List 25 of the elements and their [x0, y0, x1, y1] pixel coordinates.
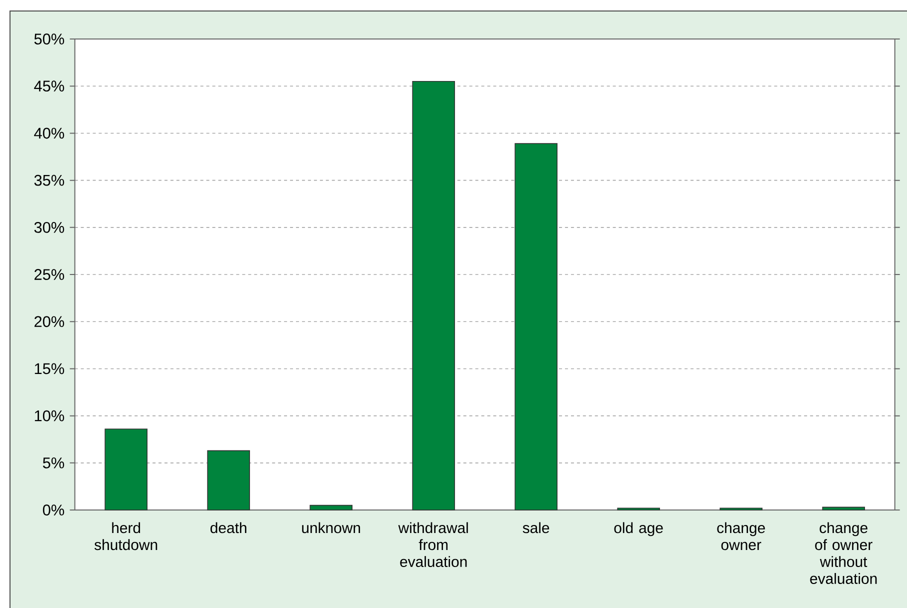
x-tick-label: withdrawal from evaluation — [398, 522, 468, 568]
y-tick-label: 0% — [42, 504, 64, 516]
bar — [412, 81, 455, 510]
bar — [822, 506, 865, 510]
y-tick-label: 10% — [34, 410, 64, 422]
x-tick-label: old age — [614, 522, 663, 536]
x-tick-label: change of owner without evaluation — [810, 522, 877, 584]
y-tick-label: 15% — [34, 363, 64, 374]
bar — [514, 143, 558, 510]
y-tick-label: 5% — [42, 457, 64, 468]
y-tick-label: 35% — [34, 174, 64, 186]
x-tick-label: change owner — [717, 522, 765, 550]
x-tick-label: unknown — [302, 522, 360, 534]
bar — [310, 504, 352, 510]
y-tick-label: 40% — [34, 128, 64, 139]
x-tick-label: sale — [522, 522, 550, 534]
bar — [207, 450, 250, 510]
bar — [104, 428, 148, 510]
y-tick-label: 30% — [34, 222, 64, 233]
y-tick-label: 25% — [34, 269, 64, 280]
x-tick-label: herd shutdown — [94, 522, 158, 550]
y-tick-label: 45% — [34, 80, 64, 92]
x-tick-label: death — [210, 522, 246, 534]
y-tick-label: 20% — [34, 316, 64, 328]
y-tick-label: 50% — [34, 34, 64, 44]
